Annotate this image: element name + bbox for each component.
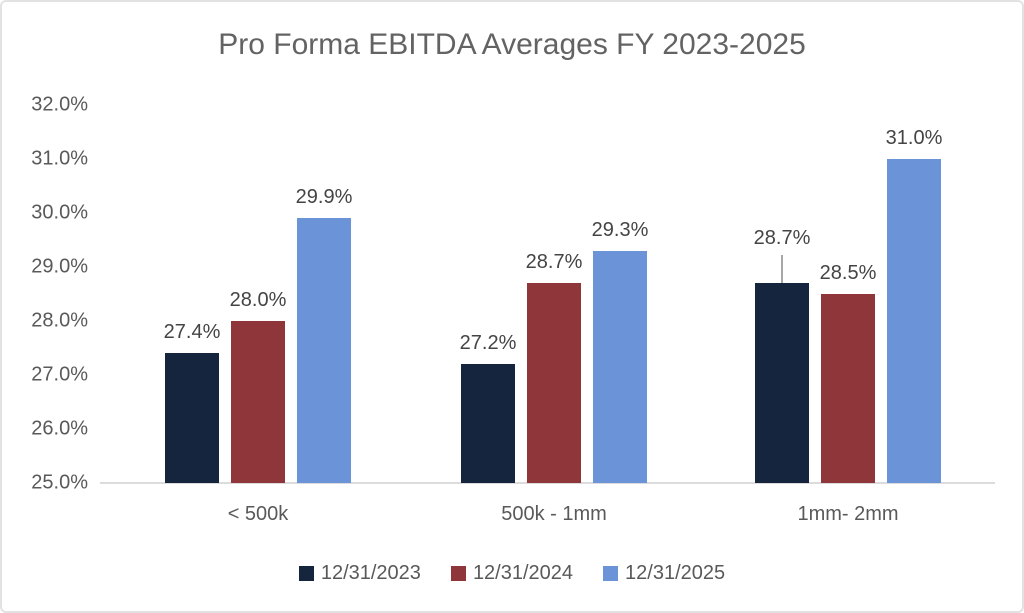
bar-12/31/2024-1mm- 2mm [821,294,875,483]
bar-12/31/2023-500k - 1mm [461,364,515,483]
y-axis-tick-label: 32.0% [31,93,88,116]
y-axis-tick-label: 25.0% [31,471,88,494]
legend-item: 12/31/2023 [298,562,421,585]
category-label: 1mm- 2mm [797,503,899,525]
bar-12/31/2024-< 500k [231,321,285,483]
bar-12/31/2023-1mm- 2mm [755,283,809,483]
y-axis-tick-label: 27.0% [31,363,88,386]
y-axis-tick-label: 26.0% [31,417,88,440]
legend: 12/31/2023 12/31/2024 12/31/2025 [2,562,1022,585]
legend-label: 12/31/2023 [320,562,421,584]
x-axis-line [100,482,995,484]
legend-item: 12/31/2024 [450,562,574,585]
y-axis-tick-label: 29.0% [31,255,88,278]
data-label: 27.4% [163,321,221,344]
bar-12/31/2024-500k - 1mm [527,283,581,483]
y-axis-tick-label: 28.0% [31,309,88,332]
category-label: 500k - 1mm [501,503,607,525]
data-label: 29.9% [295,186,353,209]
y-axis-tick-label: 31.0% [31,147,88,170]
data-label: 29.3% [591,218,649,241]
legend-swatch-icon [298,566,314,581]
y-axis-tick-label: 30.0% [31,201,88,224]
data-label: 28.0% [229,289,287,311]
bar-12/31/2025-500k - 1mm [593,250,647,483]
data-label: 27.2% [459,332,517,355]
chart-title: Pro Forma EBITDA Averages FY 2023-2025 [218,28,806,61]
legend-swatch-icon [603,566,619,581]
bar-12/31/2025-< 500k [297,218,351,483]
data-label: 28.7% [525,251,583,274]
data-label: 28.7% [753,227,811,250]
legend-label: 12/31/2025 [625,562,726,584]
legend-swatch-icon [450,566,466,581]
bar-12/31/2025-1mm- 2mm [887,159,941,483]
bar-12/31/2023-< 500k [165,353,219,483]
legend-label: 12/31/2024 [472,562,574,584]
legend-item: 12/31/2025 [603,562,725,585]
data-label: 31.0% [885,127,943,149]
data-label: 28.5% [819,262,877,284]
category-label: < 500k [227,503,289,525]
data-label-leader-line [781,255,783,284]
